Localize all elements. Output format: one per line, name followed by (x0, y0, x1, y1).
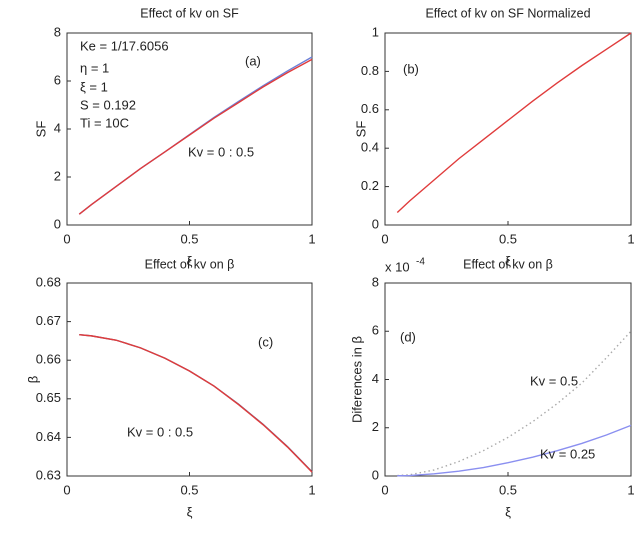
annotation: (b) (403, 61, 419, 76)
x-tick-label: 0.5 (499, 482, 517, 497)
y-axis-label: SF (353, 121, 368, 138)
y-tick-label: 0 (372, 216, 379, 231)
annotation: Ke = 1/17.6056 (80, 38, 169, 53)
x-tick-label: 0.5 (180, 482, 198, 497)
annotation: Kv = 0.5 (530, 373, 578, 388)
y-tick-label: 8 (54, 24, 61, 39)
y-tick-label: 0.64 (36, 429, 61, 444)
y-multiplier: x 10 (385, 259, 410, 274)
x-tick-label: 0 (381, 482, 388, 497)
y-axis-label: Diferences in β (349, 336, 364, 423)
y-exponent: -4 (416, 257, 425, 268)
y-tick-label: 4 (372, 371, 379, 386)
x-tick-label: 1 (308, 482, 315, 497)
chart-title: Effect of kv on SF (140, 6, 239, 20)
series-line (397, 330, 632, 477)
y-tick-label: 2 (54, 168, 61, 183)
y-tick-label: 1 (372, 24, 379, 39)
x-tick-label: 1 (308, 231, 315, 246)
x-tick-label: 0.5 (180, 231, 198, 246)
x-axis-label: ξ (187, 253, 193, 268)
y-tick-label: 0.2 (361, 178, 379, 193)
y-tick-label: 0.65 (36, 390, 61, 405)
series-line (78, 58, 313, 215)
series-line (396, 32, 632, 214)
chart-title: Effect of kv on β (145, 257, 235, 271)
y-tick-label: 6 (372, 323, 379, 338)
y-axis-label: β (25, 376, 40, 383)
y-tick-label: 8 (372, 274, 379, 289)
y-tick-label: 0.68 (36, 274, 61, 289)
y-tick-label: 0.6 (361, 101, 379, 116)
y-tick-label: 2 (372, 419, 379, 434)
x-tick-label: 0 (63, 231, 70, 246)
y-tick-label: 4 (54, 120, 61, 135)
y-tick-label: 0.66 (36, 352, 61, 367)
chart-title: Effect of kv on β (463, 257, 553, 271)
x-axis-label: ξ (505, 253, 511, 268)
annotation: (a) (245, 53, 261, 68)
annotation: η = 1 (80, 60, 109, 75)
axes-frame (66, 282, 313, 477)
series-line (79, 334, 313, 473)
x-tick-label: 0 (63, 482, 70, 497)
annotation: ξ = 1 (80, 79, 108, 94)
annotation: Kv = 0.25 (540, 446, 595, 461)
annotation: (c) (258, 334, 273, 349)
x-tick-label: 0 (381, 231, 388, 246)
x-tick-label: 0.5 (499, 231, 517, 246)
chart-title: Effect of kv on SF Normalized (425, 6, 590, 20)
annotation: Kv = 0 : 0.5 (127, 424, 193, 439)
series-line (397, 424, 632, 477)
annotation: S = 0.192 (80, 97, 136, 112)
x-tick-label: 1 (627, 482, 634, 497)
x-axis-label: ξ (505, 504, 511, 519)
y-tick-label: 6 (54, 72, 61, 87)
y-tick-label: 0.67 (36, 313, 61, 328)
y-tick-label: 0.4 (361, 140, 379, 155)
y-tick-label: 0.63 (36, 467, 61, 482)
y-tick-label: 0.8 (361, 63, 379, 78)
axes-frame (384, 32, 632, 226)
x-tick-label: 1 (627, 231, 634, 246)
annotation: (d) (400, 329, 416, 344)
y-tick-label: 0 (54, 216, 61, 231)
annotation: Kv = 0 : 0.5 (188, 144, 254, 159)
axes-frame (384, 282, 632, 477)
x-axis-label: ξ (187, 504, 193, 519)
y-axis-label: SF (33, 121, 48, 138)
annotation: Ti = 10C (80, 115, 129, 130)
y-tick-label: 0 (372, 467, 379, 482)
